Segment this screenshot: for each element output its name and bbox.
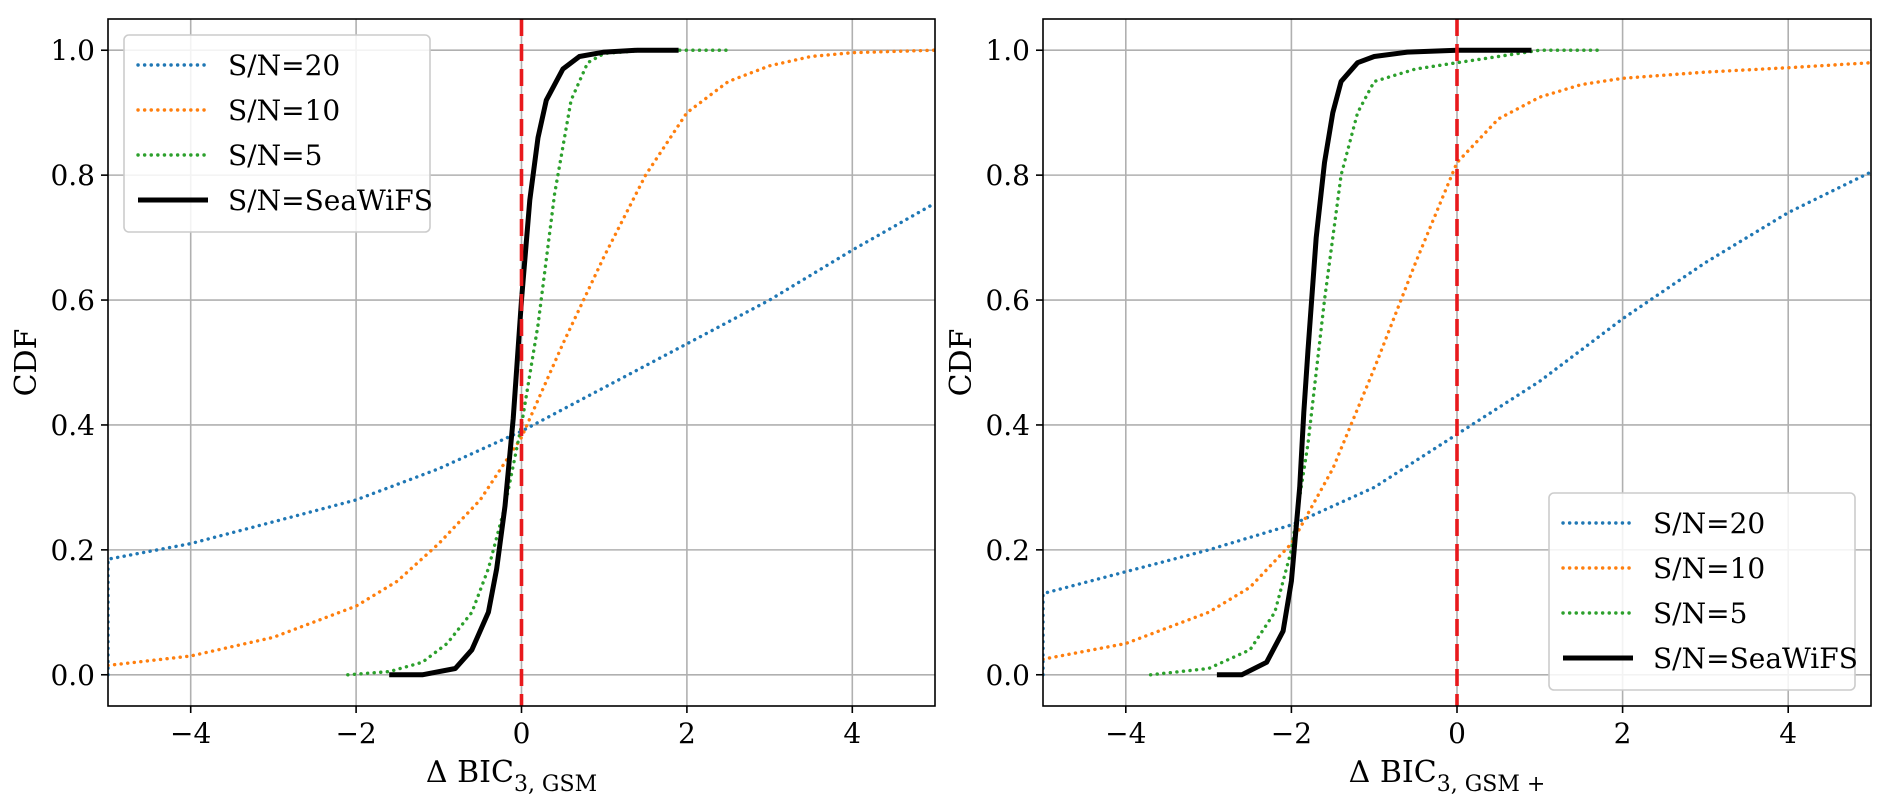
x-tick-label: 0 — [513, 717, 531, 750]
x-axis-label-main: Δ BIC — [426, 755, 514, 790]
plot-area — [108, 19, 935, 706]
legend-label: S/N=10 — [228, 94, 340, 127]
legend: S/N=20 S/N=10 S/N=5 S/N=SeaWiFS — [1548, 492, 1858, 691]
legend-box — [123, 34, 431, 233]
series-line-s-n-10 — [108, 48, 935, 668]
x-axis-label: Δ BIC3, GSM + — [1349, 755, 1546, 797]
y-tick-label: 0.2 — [50, 534, 95, 567]
series-line-s-n-10 — [1043, 61, 1871, 661]
x-tick-label: −4 — [1105, 717, 1146, 750]
x-tick-label: −2 — [335, 717, 376, 750]
legend-box — [1548, 492, 1856, 691]
x-tick-label: −2 — [1271, 717, 1312, 750]
x-tick-label: 2 — [1614, 717, 1632, 750]
y-tick-label: 0.4 — [50, 409, 95, 442]
x-tick-label: 4 — [1779, 717, 1797, 750]
x-tick-label: 2 — [678, 717, 696, 750]
x-tick-label: 0 — [1448, 717, 1466, 750]
y-tick-label: 0.8 — [985, 159, 1030, 192]
legend-label: S/N=5 — [1653, 597, 1747, 630]
series-line-s-n-20 — [108, 201, 935, 677]
y-tick-label: 0.6 — [985, 284, 1030, 317]
series-line-s-n-seawifs — [389, 47, 679, 678]
legend-label: S/N=20 — [1653, 507, 1765, 540]
series-line-s-n-20 — [1043, 170, 1871, 677]
plot-area — [1043, 19, 1871, 706]
legend: S/N=20 S/N=10 S/N=5 S/N=SeaWiFS — [123, 34, 433, 233]
y-tick-label: 0.0 — [985, 659, 1030, 692]
y-tick-label: 0.8 — [50, 159, 95, 192]
chart-panel-right: −4 −2 0 2 4 0.0 0.2 0.4 0.6 0.8 1.0 CDF Δ BIC3, GSM … — [944, 18, 1872, 797]
chart-panel-left: −4 −2 0 2 4 0.0 0.2 0.4 0.6 0.8 1.0 CDF Δ BIC3, GSM S… — [9, 18, 936, 797]
legend-label: S/N=20 — [228, 49, 340, 82]
y-axis-label: CDF — [944, 329, 979, 397]
x-tick-label: −4 — [170, 717, 211, 750]
y-tick-label: 0.4 — [985, 409, 1030, 442]
y-tick-label: 1.0 — [50, 34, 95, 67]
x-axis-label-main: Δ BIC — [1349, 755, 1437, 790]
y-tick-label: 1.0 — [985, 34, 1030, 67]
series-line-s-n-5 — [346, 48, 730, 677]
y-axis-label: CDF — [9, 329, 44, 397]
series-line-s-n-5 — [1148, 48, 1600, 677]
x-axis-label-subscript: 3, GSM — [514, 772, 597, 797]
legend-label: S/N=5 — [228, 139, 322, 172]
legend-label: S/N=SeaWiFS — [228, 184, 433, 217]
series-line-s-n-seawifs — [1216, 47, 1532, 678]
y-tick-label: 0.0 — [50, 659, 95, 692]
x-tick-label: 4 — [843, 717, 861, 750]
y-tick-label: 0.6 — [50, 284, 95, 317]
legend-label: S/N=10 — [1653, 552, 1765, 585]
x-axis-label: Δ BIC3, GSM — [426, 755, 597, 797]
legend-label: S/N=SeaWiFS — [1653, 642, 1858, 675]
y-tick-label: 0.2 — [985, 534, 1030, 567]
x-axis-label-subscript: 3, GSM + — [1437, 772, 1546, 797]
